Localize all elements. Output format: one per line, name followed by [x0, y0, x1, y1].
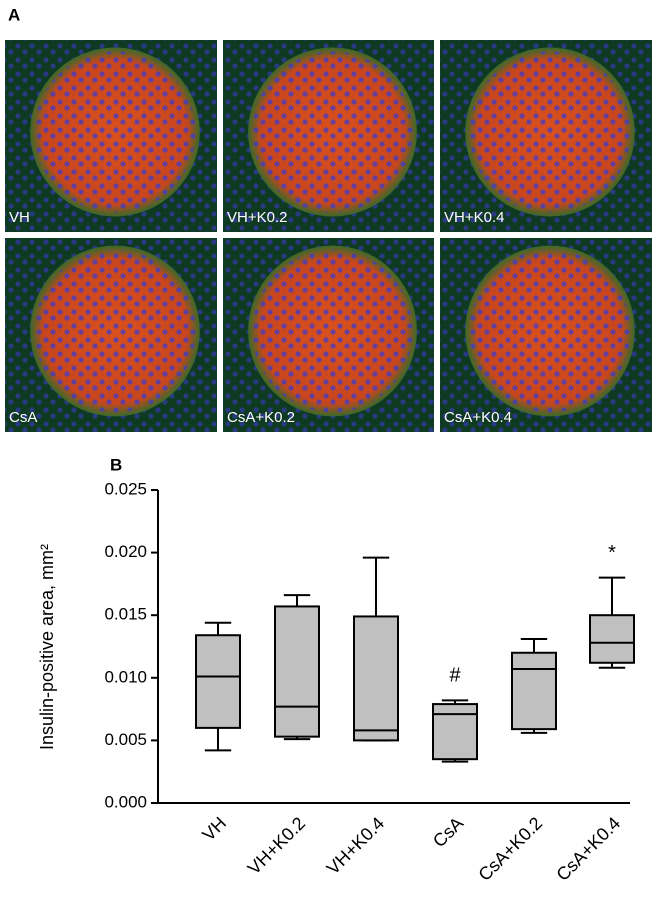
islet-nuclei: [252, 249, 413, 413]
islet-nuclei: [34, 51, 196, 213]
y-tick-label: 0.015: [104, 605, 147, 624]
islet-nuclei: [469, 51, 631, 213]
image-label: CsA+K0.2: [227, 409, 295, 426]
islet-nuclei: [252, 51, 413, 213]
image-label: VH: [9, 209, 30, 226]
box: [274, 605, 320, 738]
x-tick-label: VH+K0.2: [244, 813, 309, 878]
box: [195, 634, 241, 729]
annotation: #: [449, 665, 461, 687]
annotation: *: [608, 542, 616, 564]
y-axis-label: Insulin-positive area, mm²: [37, 544, 57, 750]
x-tick-label: CsA: [429, 813, 467, 851]
image-label: CsA+K0.4: [444, 409, 512, 426]
image-label: CsA: [9, 409, 37, 426]
islet-nuclei: [469, 249, 631, 413]
box: [511, 651, 557, 731]
box: [353, 615, 399, 742]
image-label: VH+K0.2: [227, 209, 287, 226]
image-grid: VH VH+K0.2 VH+K0.4 CsA CsA+K0.2 CsA+K0.4: [5, 40, 652, 432]
panel-label: B: [110, 455, 122, 474]
box: [589, 614, 635, 664]
islet-nuclei: [34, 249, 196, 413]
y-tick-label: 0.010: [104, 667, 147, 686]
x-tick-label: CsA+K0.4: [552, 813, 624, 885]
x-tick-label: VH+K0.4: [323, 813, 388, 878]
y-tick-label: 0.020: [104, 542, 147, 561]
image-label: VH+K0.4: [444, 209, 504, 226]
y-tick-label: 0.025: [104, 479, 147, 498]
x-tick-label: CsA+K0.2: [474, 813, 546, 885]
y-tick-label: 0.005: [104, 730, 147, 749]
x-tick-label: VH: [198, 813, 230, 845]
y-tick-label: 0.000: [104, 792, 147, 811]
box: [432, 703, 478, 761]
panel-label: A: [8, 5, 20, 24]
